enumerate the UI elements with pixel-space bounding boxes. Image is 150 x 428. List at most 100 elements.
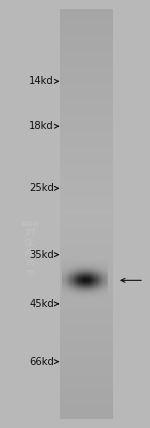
- Bar: [69, 288, 70, 289]
- Bar: [93, 299, 94, 300]
- Bar: [62, 278, 63, 279]
- Bar: [88, 269, 90, 270]
- Bar: [93, 271, 94, 272]
- Bar: [64, 289, 66, 290]
- Bar: [91, 274, 92, 275]
- Text: 14kd: 14kd: [29, 76, 54, 86]
- Bar: [100, 292, 101, 293]
- Bar: [95, 266, 97, 267]
- Bar: [87, 275, 88, 276]
- Bar: [81, 288, 82, 289]
- Bar: [77, 278, 78, 279]
- Bar: [83, 280, 84, 281]
- Bar: [64, 290, 66, 291]
- Bar: [69, 276, 70, 277]
- Bar: [99, 275, 100, 276]
- Bar: [87, 266, 88, 267]
- Bar: [79, 267, 81, 268]
- Bar: [77, 264, 78, 265]
- Bar: [90, 292, 91, 293]
- Bar: [77, 283, 78, 284]
- Bar: [82, 269, 83, 270]
- Bar: [87, 265, 88, 266]
- Bar: [64, 296, 66, 297]
- Bar: [73, 266, 74, 267]
- Bar: [69, 267, 70, 268]
- Bar: [67, 299, 68, 300]
- Bar: [86, 282, 87, 283]
- Bar: [85, 269, 86, 270]
- Bar: [63, 269, 64, 270]
- Bar: [63, 261, 64, 262]
- Bar: [64, 276, 66, 277]
- Bar: [95, 296, 97, 297]
- Bar: [68, 299, 69, 300]
- Bar: [95, 276, 97, 277]
- Bar: [79, 291, 81, 292]
- Bar: [63, 299, 64, 300]
- Bar: [95, 279, 97, 280]
- Bar: [100, 274, 101, 275]
- Bar: [71, 286, 73, 287]
- Bar: [68, 265, 69, 266]
- Bar: [60, 91, 112, 94]
- Bar: [63, 266, 64, 267]
- Bar: [99, 285, 100, 286]
- Bar: [103, 281, 105, 282]
- Bar: [94, 263, 95, 264]
- Bar: [105, 265, 106, 266]
- Bar: [92, 295, 93, 296]
- Bar: [95, 277, 97, 278]
- Bar: [73, 270, 74, 271]
- Bar: [82, 293, 83, 294]
- Bar: [105, 288, 106, 289]
- Bar: [75, 275, 76, 276]
- Bar: [92, 270, 93, 271]
- Text: www
.PT
GL
AB
.co
m: www .PT GL AB .co m: [21, 220, 39, 277]
- Bar: [87, 271, 88, 272]
- Bar: [64, 269, 66, 270]
- Bar: [78, 288, 79, 289]
- Bar: [75, 278, 76, 279]
- Bar: [67, 292, 68, 293]
- Bar: [71, 285, 73, 286]
- Bar: [105, 276, 106, 277]
- Bar: [93, 283, 94, 284]
- Bar: [70, 270, 71, 271]
- Bar: [60, 306, 112, 310]
- Bar: [82, 277, 83, 278]
- Bar: [94, 272, 95, 273]
- Bar: [97, 274, 98, 275]
- Bar: [99, 291, 100, 292]
- Bar: [90, 299, 91, 300]
- Bar: [102, 267, 104, 268]
- Bar: [86, 292, 87, 293]
- Bar: [60, 169, 112, 173]
- Bar: [84, 267, 85, 268]
- Bar: [67, 293, 68, 294]
- Bar: [82, 278, 83, 279]
- Bar: [90, 296, 91, 297]
- Bar: [97, 269, 98, 270]
- Bar: [71, 287, 73, 288]
- Bar: [74, 294, 75, 295]
- Bar: [70, 298, 71, 299]
- Text: 66kd: 66kd: [29, 357, 54, 367]
- Bar: [85, 273, 86, 274]
- Bar: [105, 290, 106, 291]
- Bar: [107, 261, 108, 262]
- Bar: [75, 285, 76, 286]
- Bar: [91, 280, 92, 281]
- Bar: [105, 278, 106, 279]
- Bar: [66, 297, 67, 298]
- Bar: [102, 285, 104, 286]
- Bar: [92, 280, 93, 281]
- Bar: [92, 275, 93, 276]
- Bar: [66, 270, 67, 271]
- Bar: [76, 281, 77, 282]
- Bar: [67, 265, 68, 266]
- Bar: [98, 292, 99, 293]
- Bar: [86, 283, 87, 284]
- Bar: [98, 278, 99, 279]
- Bar: [85, 260, 86, 261]
